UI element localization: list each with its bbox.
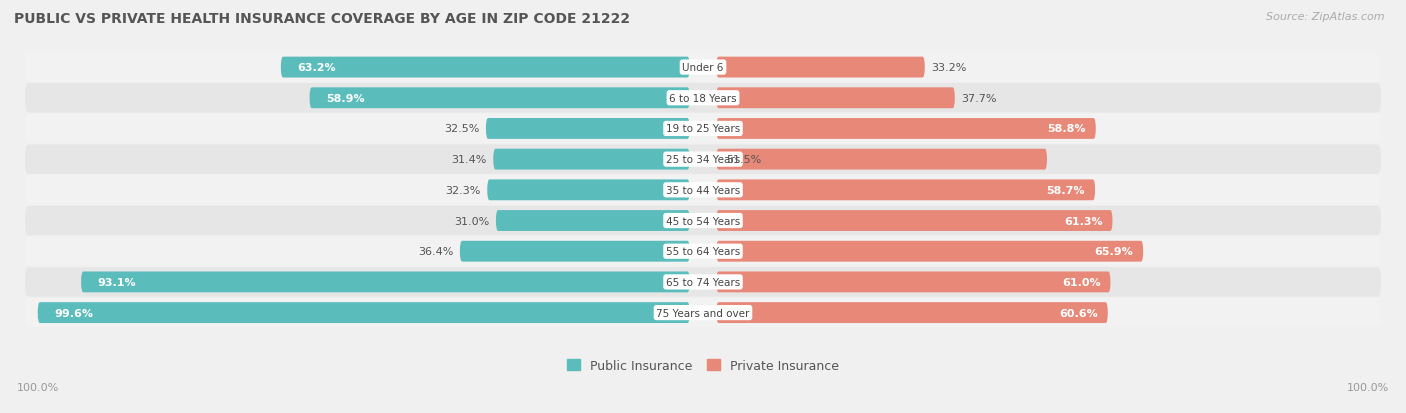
Text: 51.5%: 51.5% — [727, 155, 762, 165]
FancyBboxPatch shape — [25, 237, 1381, 266]
Text: 55 to 64 Years: 55 to 64 Years — [666, 247, 740, 256]
FancyBboxPatch shape — [494, 150, 689, 170]
Text: 61.3%: 61.3% — [1064, 216, 1102, 226]
Text: 58.8%: 58.8% — [1047, 124, 1085, 134]
Text: 31.0%: 31.0% — [454, 216, 489, 226]
FancyBboxPatch shape — [717, 272, 1111, 293]
Text: Source: ZipAtlas.com: Source: ZipAtlas.com — [1267, 12, 1385, 22]
Text: 93.1%: 93.1% — [98, 277, 136, 287]
FancyBboxPatch shape — [717, 150, 1047, 170]
FancyBboxPatch shape — [281, 57, 689, 78]
Text: 65.9%: 65.9% — [1094, 247, 1133, 256]
FancyBboxPatch shape — [25, 176, 1381, 205]
FancyBboxPatch shape — [25, 268, 1381, 297]
Text: 19 to 25 Years: 19 to 25 Years — [666, 124, 740, 134]
FancyBboxPatch shape — [82, 272, 689, 293]
Text: 63.2%: 63.2% — [298, 63, 336, 73]
FancyBboxPatch shape — [717, 211, 1112, 231]
FancyBboxPatch shape — [717, 57, 925, 78]
Text: 99.6%: 99.6% — [55, 308, 93, 318]
FancyBboxPatch shape — [717, 88, 955, 109]
FancyBboxPatch shape — [717, 119, 1095, 140]
Text: 35 to 44 Years: 35 to 44 Years — [666, 185, 740, 195]
Text: Under 6: Under 6 — [682, 63, 724, 73]
Text: 75 Years and over: 75 Years and over — [657, 308, 749, 318]
Text: 45 to 54 Years: 45 to 54 Years — [666, 216, 740, 226]
Legend: Public Insurance, Private Insurance: Public Insurance, Private Insurance — [567, 359, 839, 372]
Text: 58.9%: 58.9% — [326, 93, 366, 104]
FancyBboxPatch shape — [486, 119, 689, 140]
Text: 100.0%: 100.0% — [1347, 382, 1389, 392]
Text: 65 to 74 Years: 65 to 74 Years — [666, 277, 740, 287]
FancyBboxPatch shape — [25, 84, 1381, 113]
FancyBboxPatch shape — [496, 211, 689, 231]
FancyBboxPatch shape — [717, 302, 1108, 323]
FancyBboxPatch shape — [25, 53, 1381, 83]
Text: 32.5%: 32.5% — [444, 124, 479, 134]
Text: PUBLIC VS PRIVATE HEALTH INSURANCE COVERAGE BY AGE IN ZIP CODE 21222: PUBLIC VS PRIVATE HEALTH INSURANCE COVER… — [14, 12, 630, 26]
FancyBboxPatch shape — [488, 180, 689, 201]
Text: 61.0%: 61.0% — [1062, 277, 1101, 287]
FancyBboxPatch shape — [460, 241, 689, 262]
Text: 60.6%: 60.6% — [1059, 308, 1098, 318]
FancyBboxPatch shape — [717, 180, 1095, 201]
FancyBboxPatch shape — [25, 114, 1381, 144]
FancyBboxPatch shape — [25, 206, 1381, 236]
FancyBboxPatch shape — [309, 88, 689, 109]
FancyBboxPatch shape — [25, 145, 1381, 174]
Text: 58.7%: 58.7% — [1046, 185, 1085, 195]
Text: 32.3%: 32.3% — [446, 185, 481, 195]
Text: 100.0%: 100.0% — [17, 382, 59, 392]
Text: 33.2%: 33.2% — [931, 63, 967, 73]
FancyBboxPatch shape — [25, 298, 1381, 328]
FancyBboxPatch shape — [38, 302, 689, 323]
Text: 31.4%: 31.4% — [451, 155, 486, 165]
Text: 6 to 18 Years: 6 to 18 Years — [669, 93, 737, 104]
Text: 37.7%: 37.7% — [962, 93, 997, 104]
Text: 25 to 34 Years: 25 to 34 Years — [666, 155, 740, 165]
FancyBboxPatch shape — [717, 241, 1143, 262]
Text: 36.4%: 36.4% — [418, 247, 453, 256]
